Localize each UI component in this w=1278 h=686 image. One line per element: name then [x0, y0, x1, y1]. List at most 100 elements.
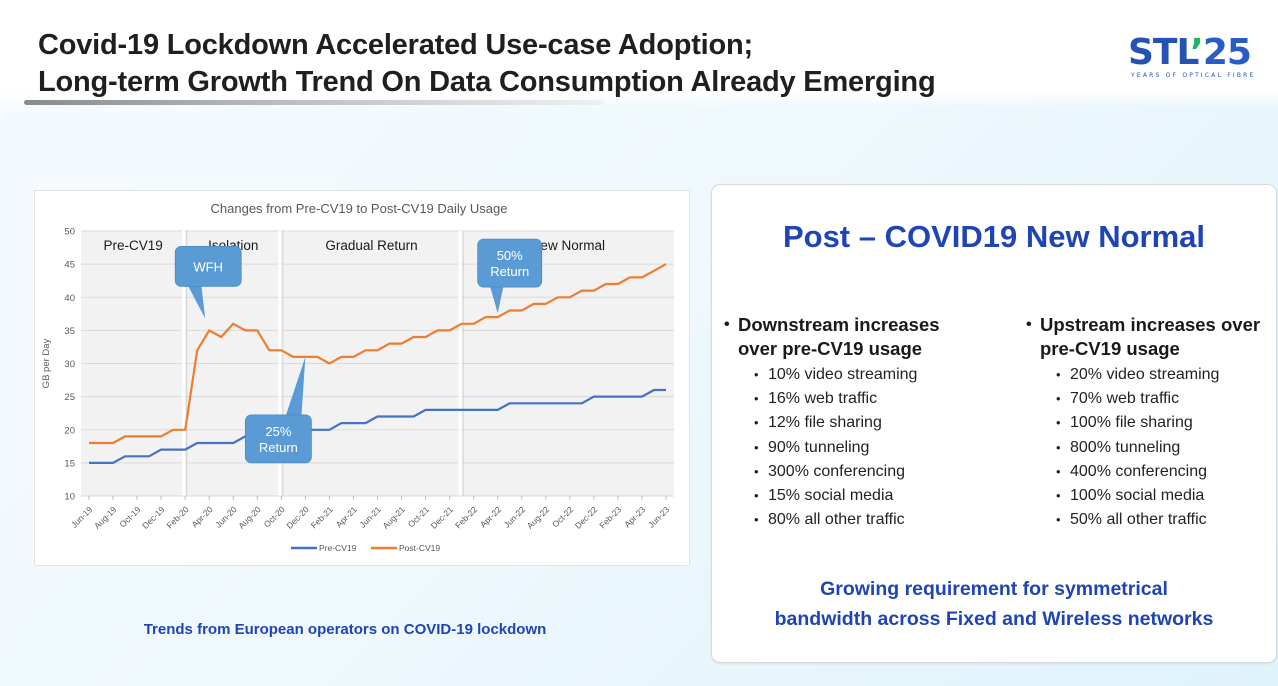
usage-line-chart: Pre-CV19 Isolation Gradual Return New Norma… — [41, 201, 674, 553]
panel-footer: Growing requirement for symmetrical band… — [712, 574, 1276, 634]
x-tick-label: Jun-21 — [357, 504, 383, 530]
list-item: 100% social media — [1056, 484, 1260, 508]
new-normal-panel: Post – COVID19 New Normal Downstream inc… — [711, 184, 1277, 663]
phase-label: Pre-CV19 — [103, 238, 162, 253]
upstream-list: 20% video streaming 70% web traffic 100%… — [1026, 363, 1260, 533]
list-item: 100% file sharing — [1056, 411, 1260, 435]
x-tick-label: Apr-23 — [622, 504, 647, 529]
x-tick-label: Aug-22 — [525, 504, 552, 531]
y-tick-label: 40 — [64, 293, 75, 304]
callout-box — [174, 245, 242, 287]
logo-number: 25 — [1202, 32, 1252, 73]
page-title-line-2: Long-term Growth Trend On Data Consumpti… — [38, 66, 936, 98]
x-tick-label: Aug-19 — [92, 504, 119, 531]
upstream-heading-line-1: Upstream increases over — [1040, 314, 1261, 335]
callout-pointer — [187, 284, 206, 319]
y-tick-label: 30 — [64, 359, 75, 370]
x-tick-label: Aug-21 — [380, 504, 407, 531]
list-item: 20% video streaming — [1056, 363, 1260, 387]
x-tick-label: Jun-22 — [502, 504, 528, 530]
y-tick-label: 15 — [64, 458, 75, 469]
chart-title: Changes from Pre-CV19 to Post-CV19 Daily… — [211, 201, 508, 216]
y-axis-label: GB per Day — [41, 338, 52, 388]
header-band — [0, 0, 1278, 108]
downstream-list: 10% video streaming 16% web traffic 12% … — [724, 363, 940, 533]
series-line-pre-cv19 — [89, 388, 666, 464]
list-item: 90% tunneling — [754, 436, 940, 460]
x-axis-ticks: Jun-19Aug-19Oct-19Dec-19Feb-20Apr-20Jun-… — [69, 495, 674, 531]
list-item: 300% conferencing — [754, 460, 940, 484]
x-tick-label: Oct-20 — [262, 504, 287, 529]
list-item: 12% file sharing — [754, 411, 940, 435]
page-title: Covid-19 Lockdown Accelerated Use-case A… — [38, 27, 936, 101]
y-tick-label: 10 — [64, 492, 75, 503]
logo-tick: ’ — [1190, 32, 1204, 73]
downstream-heading: Downstream increases over pre-CV19 usage — [724, 313, 940, 361]
x-tick-label: Jun-20 — [213, 504, 239, 530]
callout-text: 25% — [265, 424, 291, 439]
callout-text: 50% — [497, 248, 523, 263]
logo-main: STL — [1128, 32, 1191, 73]
y-tick-label: 50 — [64, 227, 75, 238]
series-lines — [89, 263, 667, 464]
list-item: 15% social media — [754, 484, 940, 508]
callout: WFH — [174, 245, 242, 319]
phase-label: Gradual Return — [325, 238, 417, 253]
list-item: 10% video streaming — [754, 363, 940, 387]
y-tick-label: 45 — [64, 260, 75, 271]
list-item: 50% all other traffic — [1056, 508, 1260, 532]
x-tick-label: Dec-20 — [284, 504, 311, 531]
x-tick-label: Oct-21 — [406, 504, 431, 529]
x-tick-label: Dec-19 — [140, 504, 167, 531]
x-tick-label: Feb-21 — [309, 504, 335, 530]
callout-text: Return — [259, 440, 298, 455]
x-tick-label: Feb-22 — [453, 504, 479, 530]
x-tick-label: Feb-20 — [164, 504, 190, 530]
x-tick-label: Oct-22 — [550, 504, 575, 529]
list-item: 400% conferencing — [1056, 460, 1260, 484]
y-tick-label: 35 — [64, 326, 75, 337]
x-tick-label: Jun-19 — [69, 504, 95, 530]
upstream-heading: Upstream increases over pre-CV19 usage — [1026, 313, 1260, 361]
downstream-column: Downstream increases over pre-CV19 usage… — [724, 313, 940, 533]
x-tick-label: Aug-20 — [236, 504, 263, 531]
y-axis-ticks: 10 15 20 25 30 35 40 45 50 — [64, 227, 75, 503]
chart-legend: Pre-CV19 Post-CV19 — [291, 543, 440, 553]
callout-text: WFH — [193, 259, 223, 274]
callout-box — [477, 238, 543, 288]
list-item: 800% tunneling — [1056, 436, 1260, 460]
title-underline — [24, 100, 604, 105]
series-line-post-cv19 — [89, 263, 667, 445]
list-item: 70% web traffic — [1056, 387, 1260, 411]
list-item: 16% web traffic — [754, 387, 940, 411]
logo-wordmark: STL’25 — [1128, 32, 1252, 73]
stl-logo: STL’25 YEARS OF OPTICAL FIBRE — [1128, 34, 1263, 82]
x-tick-label: Apr-22 — [478, 504, 503, 529]
downstream-heading-line-2: over pre-CV19 usage — [738, 338, 923, 359]
chart-caption: Trends from European operators on COVID-… — [143, 621, 547, 638]
panel-footer-line-2: bandwidth across Fixed and Wireless netw… — [774, 608, 1214, 630]
list-item: 80% all other traffic — [754, 508, 940, 532]
panel-title: Post – COVID19 New Normal — [782, 219, 1206, 254]
callout-text: Return — [490, 264, 529, 279]
upstream-heading-line-2: pre-CV19 usage — [1040, 338, 1180, 359]
x-tick-label: Oct-19 — [117, 504, 142, 529]
y-tick-label: 25 — [64, 392, 75, 403]
x-tick-label: Apr-21 — [334, 504, 359, 529]
callout-box — [244, 414, 312, 464]
phase-labels: Pre-CV19 Isolation Gradual Return New Norma… — [103, 238, 605, 253]
x-tick-label: Feb-23 — [597, 504, 623, 530]
x-tick-label: Dec-22 — [573, 504, 600, 531]
x-tick-label: Dec-21 — [429, 504, 456, 531]
logo-subtitle: YEARS OF OPTICAL FIBRE — [1131, 72, 1256, 79]
page-title-line-1: Covid-19 Lockdown Accelerated Use-case A… — [38, 29, 754, 61]
callout: 50%Return — [477, 238, 543, 314]
legend-label: Post-CV19 — [399, 543, 440, 553]
x-tick-label: Jun-23 — [646, 504, 672, 530]
usage-chart-card: Pre-CV19 Isolation Gradual Return New Norma… — [34, 190, 690, 566]
upstream-column: Upstream increases over pre-CV19 usage 2… — [1026, 313, 1260, 533]
callout: 25%Return — [244, 356, 312, 464]
y-tick-label: 20 — [64, 425, 75, 436]
downstream-heading-line-1: Downstream increases — [738, 314, 940, 335]
